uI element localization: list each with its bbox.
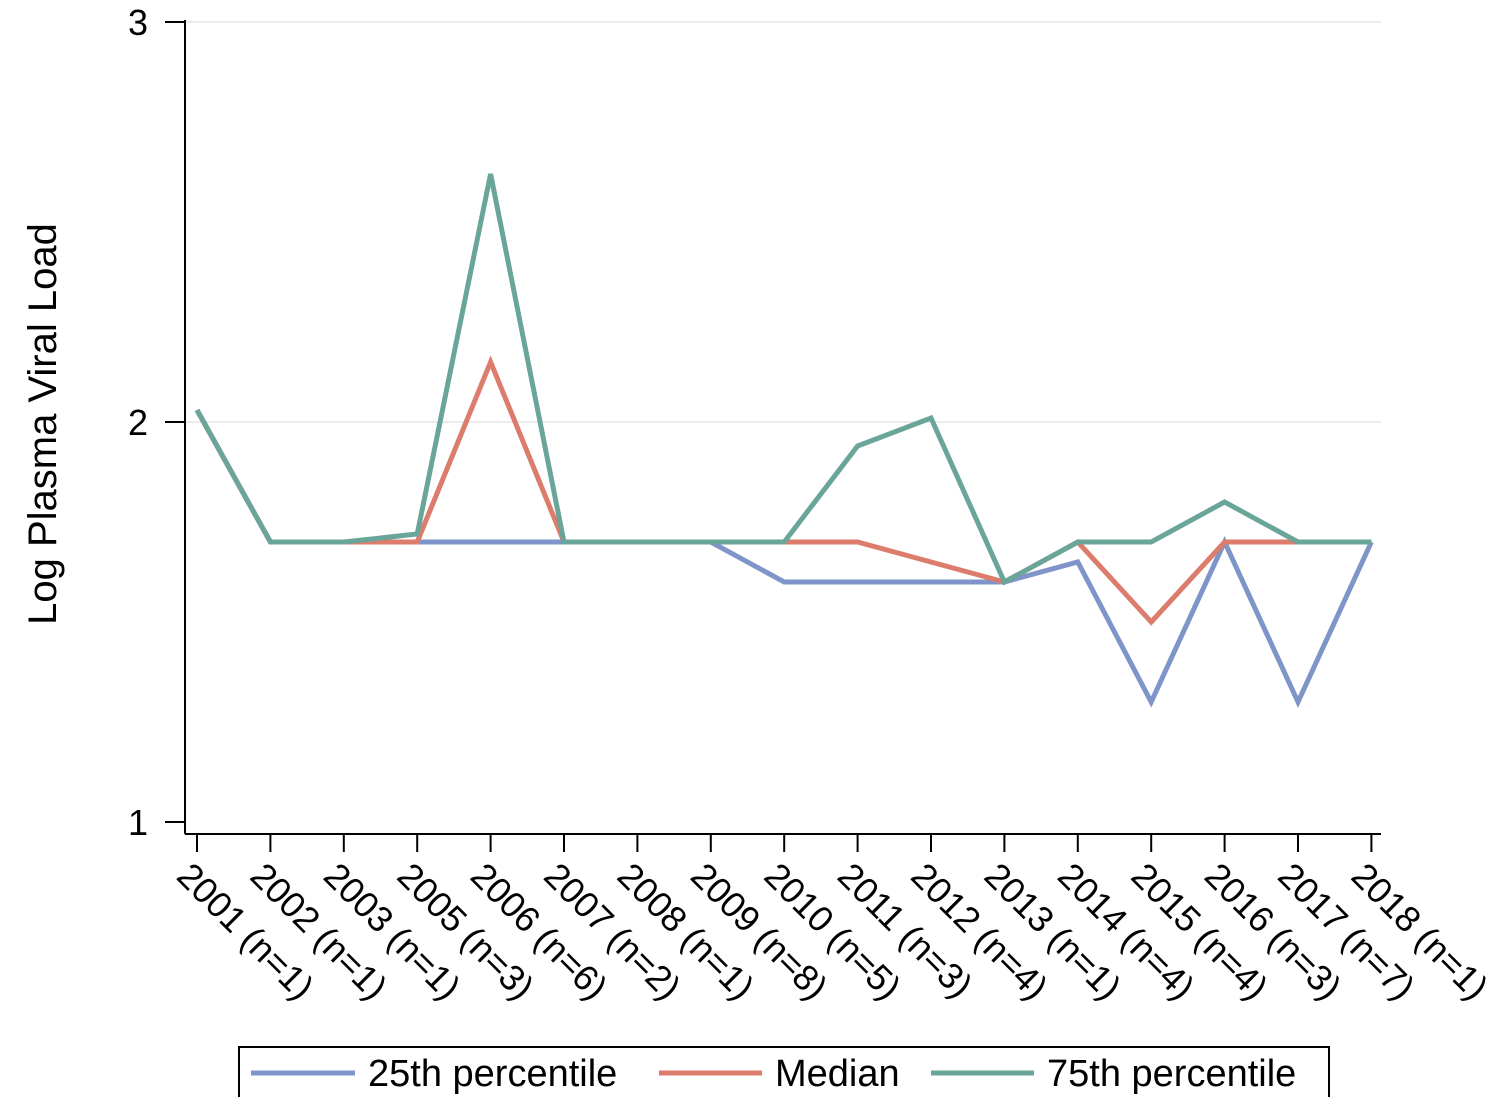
legend-label: 25th percentile	[368, 1053, 617, 1095]
legend-label: 75th percentile	[1047, 1053, 1296, 1095]
y-tick-label: 2	[128, 402, 148, 443]
series-lines	[194, 173, 1374, 708]
y-tick-label: 1	[128, 802, 148, 843]
series-line-1	[194, 408, 1374, 708]
y-tick-label: 3	[128, 2, 148, 43]
legend-label: Median	[775, 1053, 900, 1095]
legend: 25th percentile Median 75th percentile	[238, 1046, 1330, 1097]
legend-box	[238, 1046, 1330, 1097]
gridlines	[185, 21, 1381, 423]
series-line-3	[194, 173, 1372, 586]
y-axis-title: Log Plasma Viral Load	[21, 223, 65, 625]
